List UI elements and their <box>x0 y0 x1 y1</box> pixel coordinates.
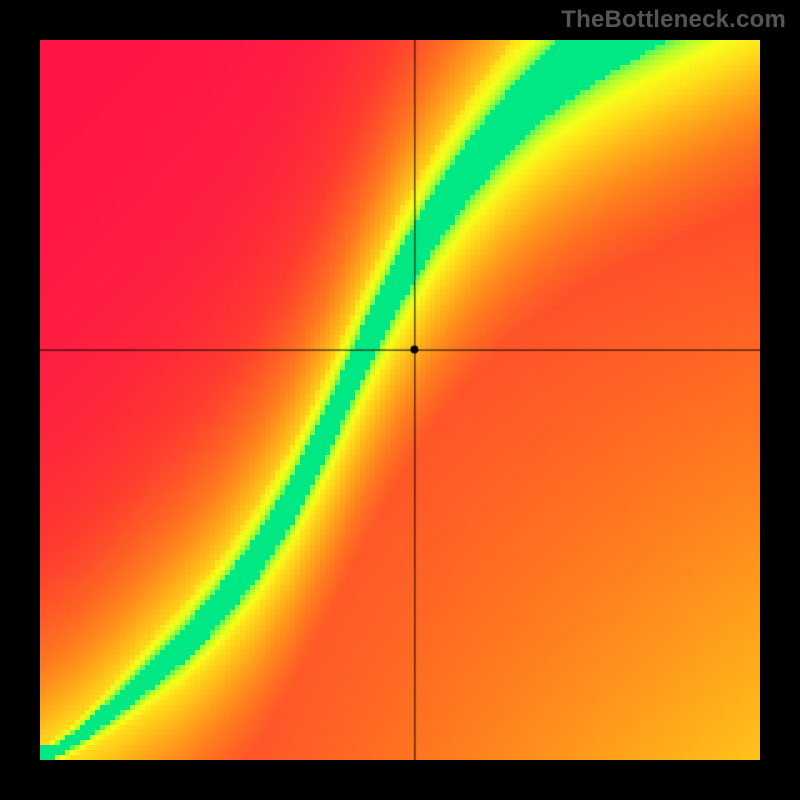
watermark-text: TheBottleneck.com <box>561 6 786 34</box>
chart-container: TheBottleneck.com <box>0 0 800 800</box>
crosshair-overlay <box>40 40 760 760</box>
